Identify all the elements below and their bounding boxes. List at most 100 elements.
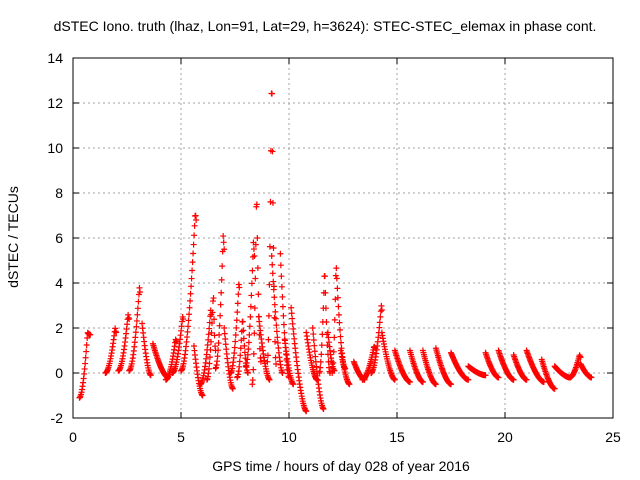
x-tick-label: 15 — [389, 429, 405, 445]
data-point — [317, 364, 324, 371]
data-point — [346, 381, 353, 388]
data-point — [250, 350, 257, 357]
data-point — [266, 281, 273, 288]
chart-title: dSTEC Iono. truth (lhaz, Lon=91, Lat=29,… — [54, 18, 597, 34]
arc-series — [139, 320, 154, 379]
x-tick-labels: 0 5 10 15 20 25 — [69, 429, 621, 445]
data-point — [232, 332, 239, 339]
x-tick-label: 20 — [497, 429, 513, 445]
data-point — [249, 377, 256, 384]
data-point — [265, 336, 272, 343]
data-point — [206, 325, 213, 332]
data-point — [332, 272, 339, 279]
data-point — [331, 334, 338, 341]
arc-series — [169, 313, 187, 376]
data-point — [126, 316, 133, 322]
arc-series — [391, 347, 413, 385]
arc-series — [495, 347, 517, 383]
data-point — [253, 201, 260, 208]
arc-series — [406, 347, 426, 385]
data-point — [288, 310, 295, 317]
data-point — [271, 301, 278, 308]
data-point — [199, 392, 206, 399]
data-point — [204, 342, 211, 349]
data-point — [278, 283, 285, 290]
arc-series — [378, 329, 398, 383]
arc-series — [190, 343, 206, 399]
data-point — [376, 319, 383, 326]
arc-series — [465, 363, 489, 379]
data-point — [87, 331, 94, 338]
arc-series — [523, 347, 547, 385]
data-point — [221, 330, 228, 337]
data-point — [187, 297, 194, 304]
data-point — [218, 276, 225, 283]
data-point — [231, 350, 238, 357]
data-point — [312, 353, 319, 360]
data-point — [269, 199, 276, 206]
data-point — [250, 366, 257, 373]
data-point — [215, 347, 222, 354]
data-point — [254, 264, 261, 271]
data-point — [235, 291, 242, 298]
data-point — [318, 351, 325, 358]
data-point — [208, 329, 215, 336]
data-point — [220, 239, 227, 246]
arc-series — [419, 347, 439, 388]
arc-series — [242, 239, 258, 370]
data-point — [234, 300, 241, 307]
data-point — [234, 309, 241, 316]
data-point — [180, 316, 187, 322]
arc-series — [510, 352, 530, 383]
data-point — [221, 246, 228, 253]
data-point — [551, 385, 558, 392]
data-point — [320, 406, 327, 412]
data-point — [189, 259, 196, 266]
data-point — [330, 359, 337, 366]
data-point — [216, 331, 223, 338]
data-point — [206, 354, 213, 361]
arc-series — [221, 325, 236, 392]
data-point — [247, 313, 254, 320]
data-point — [251, 253, 258, 259]
data-point — [209, 320, 216, 327]
arc-series — [281, 336, 297, 388]
data-point — [251, 330, 258, 337]
data-point — [83, 341, 90, 348]
data-point — [322, 305, 329, 312]
data-point — [279, 303, 286, 310]
data-point — [336, 326, 343, 333]
data-point — [289, 315, 296, 322]
data-point — [311, 348, 318, 355]
data-point — [190, 250, 197, 257]
data-point — [272, 315, 279, 322]
arc-series — [76, 329, 94, 401]
data-point — [303, 408, 310, 415]
data-point — [240, 335, 247, 342]
y-axis-title: dSTEC / TECUs — [5, 186, 21, 288]
y-tick-label: 8 — [55, 185, 63, 201]
data-point — [510, 376, 517, 383]
data-point — [124, 321, 131, 328]
data-point — [236, 363, 243, 370]
data-point — [268, 90, 275, 97]
data-point — [205, 331, 212, 338]
data-point — [277, 262, 284, 269]
data-point — [188, 275, 195, 282]
data-point — [448, 381, 454, 388]
data-point — [134, 305, 141, 312]
data-point — [231, 344, 238, 351]
data-point — [333, 275, 340, 282]
data-point — [377, 308, 384, 315]
data-point — [218, 289, 225, 296]
data-point — [132, 334, 139, 341]
data-point — [330, 348, 337, 355]
y-tick-label: 4 — [55, 275, 63, 291]
data-point — [271, 314, 278, 321]
arc-series — [249, 201, 264, 388]
data-point — [81, 365, 88, 372]
data-point — [280, 312, 287, 319]
data-point — [273, 322, 280, 329]
data-point — [229, 385, 236, 392]
data-point — [289, 320, 296, 327]
